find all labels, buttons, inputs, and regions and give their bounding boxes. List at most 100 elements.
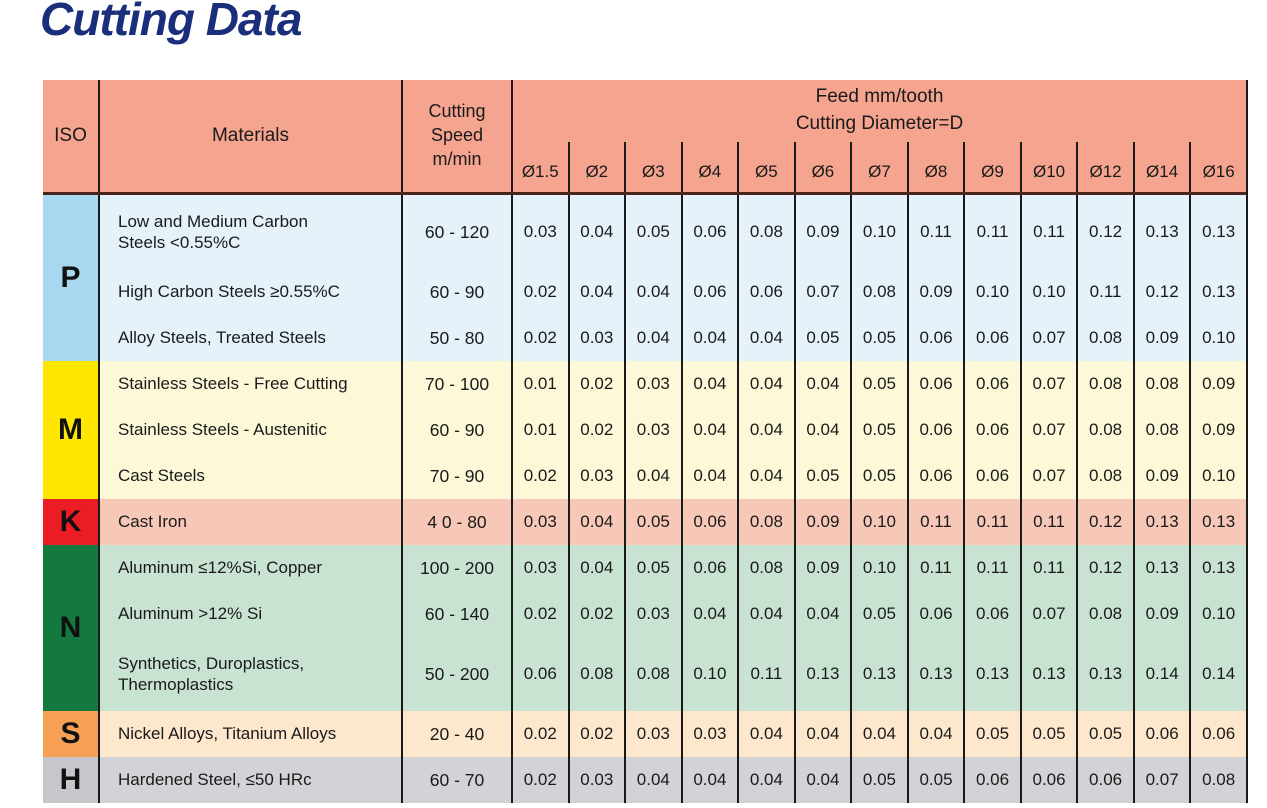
feed-value-d5: 0.08 <box>737 545 794 591</box>
cutting-speed-value: 50 - 80 <box>403 315 513 361</box>
feed-value-d16: 0.13 <box>1189 195 1246 269</box>
feed-value-d2: 0.03 <box>567 453 625 499</box>
feed-value-d8: 0.13 <box>906 637 964 711</box>
header-feed-title-line1: Feed mm/tooth <box>815 86 944 108</box>
feed-value-d5: 0.11 <box>737 637 794 711</box>
iso-label-H: H <box>43 757 100 803</box>
feed-value-d1.5: 0.02 <box>523 466 557 485</box>
feed-value-d3: 0.03 <box>624 591 681 637</box>
feed-value-d4: 0.04 <box>680 453 738 499</box>
header-diameter-5: Ø5 <box>737 142 794 192</box>
feed-value-d12: 0.12 <box>1076 499 1133 545</box>
feed-value-d10: 0.11 <box>1019 499 1077 545</box>
iso-label-P: P <box>43 195 100 361</box>
feed-value-d4: 0.04 <box>680 407 738 453</box>
material-row-N-0: Aluminum ≤12%Si, Copper 100 - 200 0.03 0.04… <box>100 545 1246 591</box>
feed-value-d10: 0.07 <box>1019 453 1077 499</box>
feed-value-d8: 0.06 <box>906 361 964 407</box>
header-diameter-1.5: Ø1.5 <box>521 162 559 181</box>
feed-value-d7: 0.10 <box>850 195 907 269</box>
feed-value-d8: 0.04 <box>906 711 964 757</box>
feed-value-d12: 0.08 <box>1076 361 1133 407</box>
header-diameter-16: Ø16 <box>1189 142 1246 192</box>
feed-value-d14: 0.13 <box>1132 195 1190 269</box>
feed-value-d10: 0.10 <box>1019 269 1077 315</box>
feed-value-d16: 0.13 <box>1189 499 1246 545</box>
feed-value-d14: 0.09 <box>1132 315 1190 361</box>
feed-value-d12: 0.12 <box>1076 545 1133 591</box>
feed-value-d6: 0.04 <box>793 711 851 757</box>
header-diameter-4: Ø4 <box>680 142 738 192</box>
feed-value-d3: 0.03 <box>624 407 681 453</box>
header-feed-block: Feed mm/tooth Cutting Diameter=D Ø1.5 Ø2 Ø… <box>513 80 1246 192</box>
material-name: Aluminum >12% Si <box>100 591 403 637</box>
feed-value-d14: 0.09 <box>1132 453 1190 499</box>
feed-value-d3: 0.05 <box>624 195 681 269</box>
feed-value-d9: 0.06 <box>963 407 1020 453</box>
cutting-speed-value: 60 - 120 <box>403 195 513 269</box>
feed-value-d5: 0.06 <box>737 269 794 315</box>
material-name: Aluminum ≤12%Si, Copper <box>100 545 403 591</box>
feed-value-d3: 0.04 <box>624 269 681 315</box>
feed-value-d3: 0.05 <box>624 545 681 591</box>
page-title: Cutting Data <box>40 0 302 45</box>
material-row-M-1: Stainless Steels - Austenitic 60 - 90 0.01… <box>100 407 1246 453</box>
feed-value-d1.5: 0.06 <box>523 664 557 683</box>
header-iso: ISO <box>43 80 100 192</box>
feed-value-d7: 0.10 <box>850 499 907 545</box>
iso-group-M: M Stainless Steels - Free Cutting 70 - 100… <box>43 361 1246 499</box>
table-header-row: ISO Materials Cutting Speed m/min Feed m… <box>43 80 1246 195</box>
table-body: P Low and Medium Carbon Steels <0.55%C 60 … <box>43 195 1246 803</box>
material-name: Low and Medium Carbon Steels <0.55%C <box>100 195 403 269</box>
cutting-data-table: ISO Materials Cutting Speed m/min Feed m… <box>43 80 1248 803</box>
feed-value-d6: 0.13 <box>793 637 851 711</box>
feed-value-d6: 0.09 <box>793 195 851 269</box>
cutting-speed-value: 60 - 90 <box>403 269 513 315</box>
feed-value-d5: 0.04 <box>737 453 794 499</box>
feed-value-d4: 0.06 <box>680 545 738 591</box>
feed-value-d8: 0.06 <box>906 591 964 637</box>
feed-value-d7: 0.10 <box>850 545 907 591</box>
material-name: Hardened Steel, ≤50 HRc <box>100 757 403 803</box>
material-row-P-1: High Carbon Steels ≥0.55%C 60 - 90 0.02 0.0… <box>100 269 1246 315</box>
feed-value-d9: 0.11 <box>963 545 1020 591</box>
feed-value-d7: 0.04 <box>850 711 907 757</box>
cutting-speed-value: 100 - 200 <box>403 545 513 591</box>
feed-value-d14: 0.14 <box>1132 637 1190 711</box>
header-diameter-6: Ø6 <box>793 142 851 192</box>
feed-value-d1.5: 0.03 <box>523 558 557 577</box>
feed-value-d10: 0.06 <box>1019 757 1077 803</box>
feed-value-d6: 0.09 <box>793 499 851 545</box>
material-row-M-0: Stainless Steels - Free Cutting 70 - 100 0… <box>100 361 1246 407</box>
feed-value-d8: 0.06 <box>906 453 964 499</box>
material-name: Stainless Steels - Free Cutting <box>100 361 403 407</box>
feed-value-d9: 0.06 <box>963 591 1020 637</box>
feed-value-d3: 0.03 <box>624 711 681 757</box>
header-diameter-7: Ø7 <box>850 142 907 192</box>
material-name: Alloy Steels, Treated Steels <box>100 315 403 361</box>
feed-value-d12: 0.06 <box>1076 757 1133 803</box>
feed-value-d10: 0.13 <box>1019 637 1077 711</box>
feed-value-d7: 0.05 <box>850 407 907 453</box>
feed-value-d4: 0.04 <box>680 757 738 803</box>
feed-value-d2: 0.04 <box>567 269 625 315</box>
iso-label-M: M <box>43 361 100 499</box>
iso-group-P: P Low and Medium Carbon Steels <0.55%C 60 … <box>43 195 1246 361</box>
feed-value-d6: 0.07 <box>793 269 851 315</box>
iso-group-K: K Cast Iron 4 0 - 80 0.03 0.04 0.05 0.06 0.08 0.… <box>43 499 1246 545</box>
header-diameter-14: Ø14 <box>1132 142 1190 192</box>
feed-value-d3: 0.05 <box>624 499 681 545</box>
iso-group-S: S Nickel Alloys, Titanium Alloys 20 - 40 0.… <box>43 711 1246 757</box>
material-name: High Carbon Steels ≥0.55%C <box>100 269 403 315</box>
feed-value-d5: 0.08 <box>737 499 794 545</box>
header-feed-title-line2: Cutting Diameter=D <box>795 113 964 134</box>
feed-value-d6: 0.04 <box>793 757 851 803</box>
material-name: Cast Steels <box>100 453 403 499</box>
feed-value-d16: 0.08 <box>1189 757 1246 803</box>
header-diameter-row: Ø1.5 Ø2 Ø3 Ø4 Ø5 Ø6 Ø7 Ø8 Ø9 Ø10 Ø12 Ø14 Ø16 <box>513 142 1246 192</box>
feed-value-d2: 0.04 <box>567 545 625 591</box>
feed-value-d9: 0.05 <box>963 711 1020 757</box>
feed-value-d1.5: 0.03 <box>523 222 557 241</box>
material-row-P-2: Alloy Steels, Treated Steels 50 - 80 0.02 0… <box>100 315 1246 361</box>
feed-value-d3: 0.04 <box>624 757 681 803</box>
